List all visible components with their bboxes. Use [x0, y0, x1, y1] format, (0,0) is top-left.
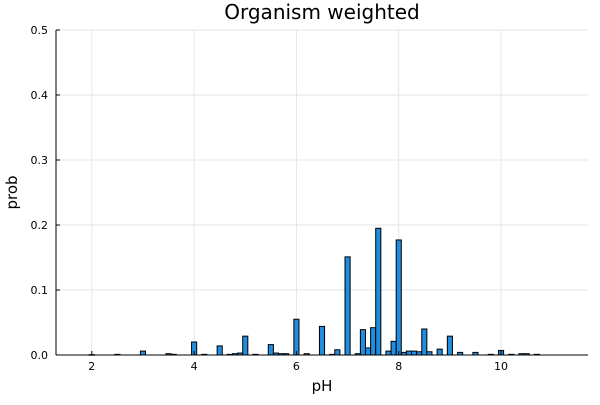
bar — [344, 256, 351, 356]
y-tick-label: 0.2 — [31, 219, 49, 232]
x-tick-label: 4 — [191, 360, 198, 373]
bar — [318, 325, 326, 356]
tick-labels: 2 4 6 8 10 0.0 0.1 0.2 0.3 0.4 0.5 — [31, 24, 509, 373]
bar — [385, 350, 392, 356]
y-axis-label: prob — [3, 175, 21, 209]
bar — [390, 340, 397, 356]
bar — [436, 348, 443, 356]
bar — [421, 328, 428, 356]
y-tick-label: 0.3 — [31, 154, 49, 167]
bar — [370, 327, 377, 356]
x-tick-label: 2 — [88, 360, 95, 373]
x-axis-label: pH — [312, 377, 333, 395]
bar — [411, 350, 418, 356]
bar — [334, 349, 341, 356]
bar — [395, 239, 402, 356]
x-tick-label: 10 — [494, 360, 508, 373]
y-tick-label: 0.5 — [31, 24, 49, 37]
x-tick-label: 8 — [395, 360, 402, 373]
bar — [216, 345, 223, 356]
bar — [375, 227, 382, 356]
x-tick-label: 6 — [293, 360, 300, 373]
bar — [293, 318, 300, 356]
bar — [405, 350, 413, 356]
y-tick-label: 0.1 — [31, 284, 49, 297]
bar — [364, 347, 372, 356]
bar — [446, 335, 453, 356]
y-tick-label: 0.4 — [31, 89, 49, 102]
chart-title: Organism weighted — [224, 0, 420, 24]
y-tick-label: 0.0 — [31, 349, 49, 362]
grid-lines — [56, 29, 588, 356]
bar — [359, 329, 366, 356]
axes — [55, 30, 588, 356]
bar — [242, 335, 249, 356]
bar — [267, 344, 274, 356]
bar-series — [88, 227, 540, 356]
bar — [139, 350, 147, 356]
